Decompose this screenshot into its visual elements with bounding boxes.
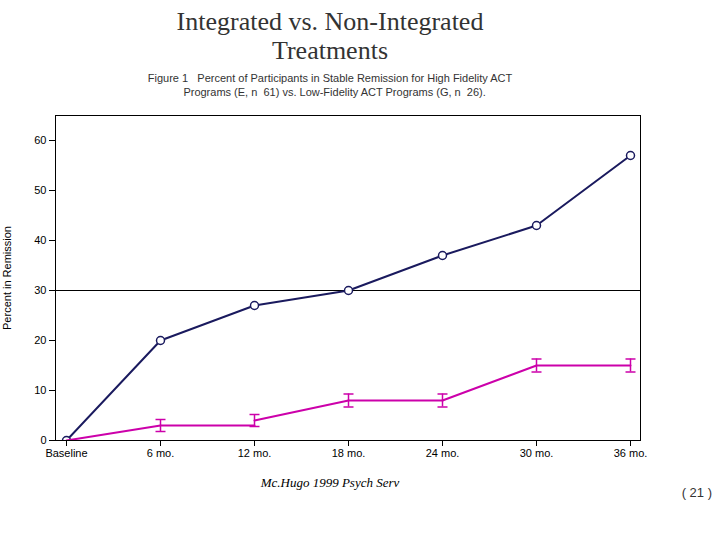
svg-text:30: 30 [34, 284, 46, 296]
html-text:Figure 1 Percent of Participan: Figure 1 Percent of Participants in Stab… [147, 72, 513, 99]
svg-text:0: 0 [40, 434, 46, 446]
svg-text:Baseline: Baseline [45, 447, 87, 459]
svg-text:Percent in Remission: Percent in Remission [1, 226, 13, 330]
svg-text:30 mo.: 30 mo. [520, 447, 554, 459]
svg-text:60: 60 [34, 134, 46, 146]
svg-text:24 mo.: 24 mo. [426, 447, 460, 459]
html-text:( 21 ): ( 21 ) [681, 485, 712, 500]
svg-text:12 mo.: 12 mo. [238, 447, 272, 459]
html-text:Mc.Hugo 1999 Psych Serv: Mc.Hugo 1999 Psych Serv [260, 474, 400, 490]
svg-text:20: 20 [34, 334, 46, 346]
html-text:Integrated vs. Non-Integrated: Integrated vs. Non-Integrated [176, 7, 484, 36]
html-text:Treatments: Treatments [272, 35, 388, 65]
svg-text:36 mo.: 36 mo. [614, 447, 648, 459]
svg-text:50: 50 [34, 184, 46, 196]
svg-text:18 mo.: 18 mo. [332, 447, 366, 459]
svg-text:10: 10 [34, 384, 46, 396]
svg-text:40: 40 [34, 234, 46, 246]
svg-text:6 mo.: 6 mo. [147, 447, 175, 459]
